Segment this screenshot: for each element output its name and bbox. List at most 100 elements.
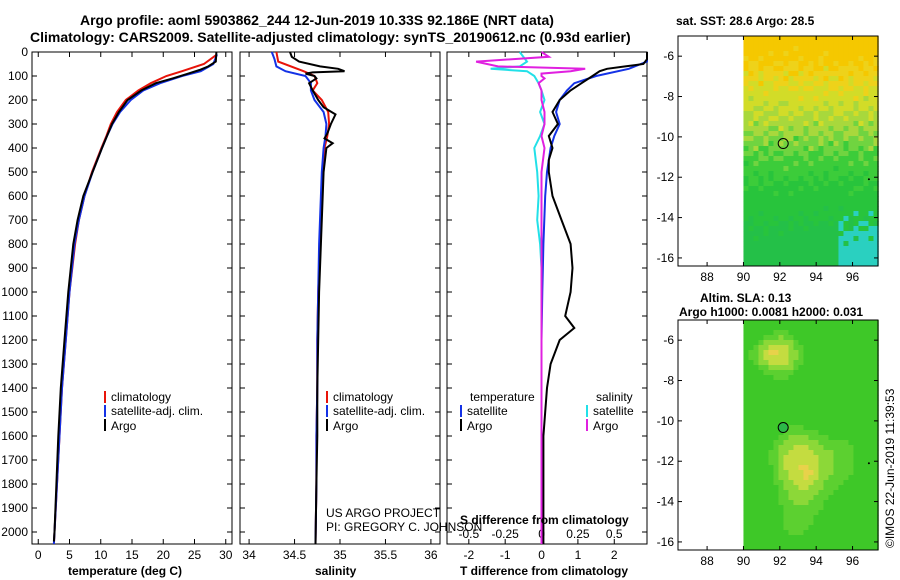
map-cell [823, 216, 829, 222]
map-cell [773, 480, 779, 486]
map-cell [833, 535, 839, 541]
map-cell [848, 181, 854, 187]
series-climatology [275, 51, 331, 545]
map-cell [863, 231, 869, 237]
map-cell [803, 41, 809, 47]
map-cell [873, 66, 879, 72]
map-cell [743, 445, 749, 451]
legend-swatch-t-satellite [460, 405, 462, 417]
map-cell [798, 201, 804, 207]
map-cell [858, 111, 864, 117]
map-cell [743, 36, 749, 42]
map-cell [838, 196, 844, 202]
map-cell [778, 186, 784, 192]
map-cell [793, 41, 799, 47]
map-cell [863, 81, 869, 87]
map-cell [793, 495, 799, 501]
map-cell [768, 211, 774, 217]
map-cell [833, 525, 839, 531]
map-cell [828, 320, 834, 326]
map-frame [677, 35, 879, 267]
map-cell [808, 181, 814, 187]
depth-tick-label: 0 [21, 45, 28, 59]
map-cell [793, 470, 799, 476]
map-cell [748, 475, 754, 481]
map-cell [748, 470, 754, 476]
map-cell [773, 41, 779, 47]
map-cell [873, 450, 879, 456]
map-cell [858, 505, 864, 511]
map-cell [798, 71, 804, 77]
map-cell [798, 261, 804, 267]
depth-tick-label: 800 [8, 237, 28, 251]
map-cell [763, 440, 769, 446]
map-cell [848, 405, 854, 411]
legend-swatch-t-argo [460, 419, 462, 431]
map-cell [743, 340, 749, 346]
map-cell [848, 51, 854, 57]
map-cell [853, 335, 859, 341]
map-cell [853, 196, 859, 202]
map-cell [743, 41, 749, 47]
map-cell [753, 86, 759, 92]
map-cell [873, 400, 879, 406]
map-cell [833, 350, 839, 356]
map-cell [818, 490, 824, 496]
map-cell [828, 535, 834, 541]
legend-label-climatology: climatology [111, 390, 171, 404]
map-cell [873, 435, 879, 441]
map-cell [863, 530, 869, 536]
map-cell [748, 460, 754, 466]
map-cell [798, 186, 804, 192]
map-cell [753, 320, 759, 326]
map-cell [863, 176, 869, 182]
map-cell [828, 520, 834, 526]
map-cell [783, 201, 789, 207]
map-cell [833, 415, 839, 421]
map-cell [773, 176, 779, 182]
map-cell [798, 490, 804, 496]
map-cell [773, 485, 779, 491]
map-cell [743, 350, 749, 356]
map-cell [763, 420, 769, 426]
map-cell [833, 430, 839, 436]
map-cell [758, 241, 764, 247]
map-cell [843, 36, 849, 42]
map-cell [753, 405, 759, 411]
map-cell [848, 156, 854, 162]
map-cell [858, 320, 864, 326]
map-cell [763, 380, 769, 386]
map-cell [813, 136, 819, 142]
map-cell [798, 450, 804, 456]
map-cell [778, 350, 784, 356]
map-cell [823, 71, 829, 77]
map-cell [758, 540, 764, 546]
map-cell [753, 470, 759, 476]
map-cell [858, 71, 864, 77]
map-cell [798, 515, 804, 521]
map-cell [843, 51, 849, 57]
map-cell [853, 405, 859, 411]
map-cell [788, 440, 794, 446]
map-cell [833, 231, 839, 237]
map-cell [753, 480, 759, 486]
map-cell [788, 86, 794, 92]
map-cell [748, 221, 754, 227]
map-cell [833, 141, 839, 147]
map-cell [788, 76, 794, 82]
map-cell [853, 480, 859, 486]
map-cell [778, 141, 784, 147]
map-cell [858, 81, 864, 87]
map-cell [843, 420, 849, 426]
difference-xlabel: T difference from climatology [460, 564, 628, 578]
map-cell [768, 345, 774, 351]
map-cell [748, 330, 754, 336]
map-cell [783, 216, 789, 222]
map-cell [753, 450, 759, 456]
map-cell [808, 261, 814, 267]
map-cell [833, 111, 839, 117]
map-cell [743, 81, 749, 87]
map-cell [858, 151, 864, 157]
map-cell [808, 365, 814, 371]
map-cell [773, 350, 779, 356]
